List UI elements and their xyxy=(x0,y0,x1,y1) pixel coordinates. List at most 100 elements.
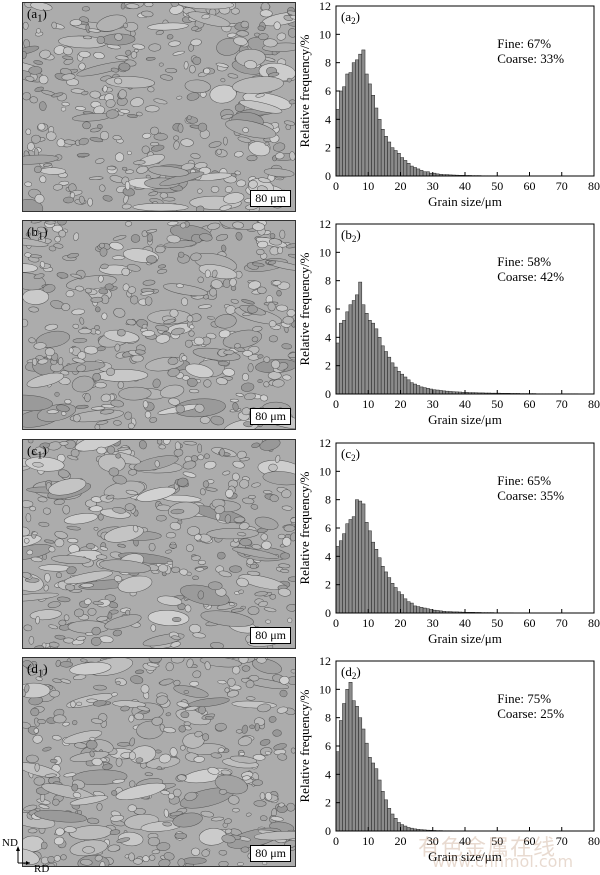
histogram-bar xyxy=(358,53,363,177)
histogram-bar xyxy=(426,171,430,177)
y-tick-label: 10 xyxy=(319,464,331,478)
annotation-text: Fine: 75% xyxy=(497,691,551,706)
histogram-bar xyxy=(351,300,356,395)
annotation-text: Coarse: 33% xyxy=(497,51,564,66)
y-tick-label: 4 xyxy=(325,767,331,781)
y-tick-label: 2 xyxy=(325,141,331,155)
histogram-bar xyxy=(374,328,379,395)
y-tick-label: 6 xyxy=(325,521,331,535)
panel-row-d: (d1) 80 μm 0 10 20 30 40 50 60 70 80 0 2 4 6 8 10 12 Gra… xyxy=(0,657,600,872)
histogram-bar xyxy=(368,83,372,177)
histogram-bar xyxy=(348,304,353,395)
histogram-bar xyxy=(377,779,382,832)
y-tick-label: 2 xyxy=(325,359,331,373)
histogram-bar xyxy=(348,682,353,832)
histogram-bar xyxy=(358,500,363,614)
histogram-bar xyxy=(380,566,385,614)
y-tick-label: 12 xyxy=(319,439,331,450)
histogram-c: 0 10 20 30 40 50 60 70 80 0 2 4 6 8 10 12 Grain size/μm R… xyxy=(297,439,600,646)
histogram-bar xyxy=(355,499,359,614)
panel-label: (d2) xyxy=(341,664,361,681)
micrograph-texture xyxy=(23,221,295,429)
axes-indicator: ND RD xyxy=(0,835,60,875)
histogram-bar xyxy=(409,165,414,177)
y-axis-label: Relative frequency/% xyxy=(297,34,312,147)
histogram-bar xyxy=(368,757,372,832)
x-tick-label: 20 xyxy=(395,616,407,630)
micrograph-texture xyxy=(23,3,295,211)
histogram-bar xyxy=(419,607,424,614)
x-tick-label: 60 xyxy=(524,397,536,411)
x-tick-label: 0 xyxy=(333,397,339,411)
annotation-text: Coarse: 42% xyxy=(497,269,564,284)
x-tick-label: 80 xyxy=(588,616,600,630)
x-tick-label: 20 xyxy=(395,397,407,411)
y-axis-label: Relative frequency/% xyxy=(297,689,312,802)
panel-label: (b2) xyxy=(341,227,361,244)
x-axis-label: Grain size/μm xyxy=(428,631,502,646)
x-tick-label: 70 xyxy=(556,179,568,193)
histogram-bar xyxy=(403,825,408,832)
histogram-bar xyxy=(380,345,385,395)
histogram-bar xyxy=(371,95,375,177)
y-tick-label: 0 xyxy=(325,169,331,183)
x-tick-label: 0 xyxy=(333,616,339,630)
histogram-bar xyxy=(351,516,356,614)
histogram-bar xyxy=(384,571,388,614)
micrograph-texture xyxy=(23,440,295,648)
histogram-bar xyxy=(355,294,359,395)
histogram-bar xyxy=(364,313,369,395)
histogram-bar xyxy=(384,351,388,395)
axes-arrows-icon xyxy=(16,846,30,865)
annotation-text: Fine: 58% xyxy=(497,254,551,269)
x-tick-label: 30 xyxy=(427,179,439,193)
y-tick-label: 4 xyxy=(325,330,331,344)
micrograph-texture xyxy=(23,658,295,866)
histogram-bar xyxy=(393,587,398,614)
x-axis-label: Grain size/μm xyxy=(428,194,502,209)
watermark: 有色金属在线 xyxy=(418,836,557,861)
y-tick-label: 6 xyxy=(325,739,331,753)
histogram-bar xyxy=(413,167,417,177)
histogram-bar xyxy=(361,728,366,832)
histogram-bar xyxy=(406,827,411,832)
x-tick-label: 80 xyxy=(588,834,600,848)
histogram-bar xyxy=(377,119,382,177)
x-tick-label: 40 xyxy=(459,179,471,193)
annotation-text: Fine: 67% xyxy=(497,36,551,51)
histogram-bar xyxy=(342,320,346,395)
y-tick-label: 0 xyxy=(325,606,331,620)
x-tick-label: 60 xyxy=(524,179,536,193)
histogram-bar xyxy=(377,337,382,395)
x-axis-label: Grain size/μm xyxy=(428,412,502,427)
y-tick-label: 12 xyxy=(319,657,331,668)
nd-label: ND xyxy=(2,837,18,849)
histogram-bar xyxy=(413,605,417,614)
histogram-d: 0 10 20 30 40 50 60 70 80 0 2 4 6 8 10 12 Grain size/μm R… xyxy=(297,657,600,864)
x-tick-label: 10 xyxy=(362,397,374,411)
y-tick-label: 12 xyxy=(319,2,331,13)
histogram-b: 0 10 20 30 40 50 60 70 80 0 2 4 6 8 10 12 Grain size/μm R… xyxy=(297,220,600,427)
histogram-bar xyxy=(364,522,369,614)
watermark-url: www.cnnmol.com xyxy=(432,852,574,871)
histogram-bar xyxy=(419,386,424,395)
y-tick-label: 10 xyxy=(319,245,331,259)
histogram-bar xyxy=(435,389,440,395)
histogram-bar xyxy=(364,73,369,177)
histogram-bar xyxy=(345,689,350,832)
x-tick-label: 30 xyxy=(427,397,439,411)
y-tick-label: 10 xyxy=(319,27,331,41)
micrograph-a: (a1) 80 μm xyxy=(22,2,296,212)
histogram-bar xyxy=(426,388,430,395)
y-tick-label: 0 xyxy=(325,824,331,838)
histogram-bar xyxy=(390,362,395,395)
histogram-bar xyxy=(371,541,375,614)
histogram-bar xyxy=(416,168,421,177)
x-tick-label: 0 xyxy=(333,179,339,193)
x-tick-label: 50 xyxy=(491,834,503,848)
histogram-bar xyxy=(355,706,359,832)
annotation-text: Fine: 65% xyxy=(497,473,551,488)
x-tick-label: 30 xyxy=(427,616,439,630)
histogram-bar xyxy=(358,281,363,395)
y-tick-label: 2 xyxy=(325,796,331,810)
